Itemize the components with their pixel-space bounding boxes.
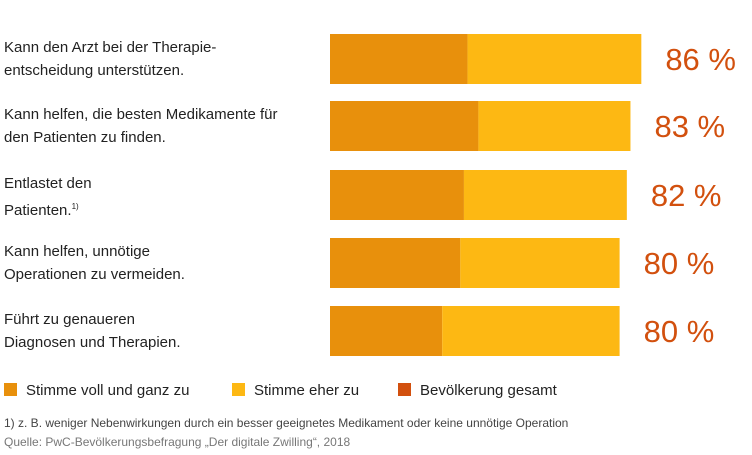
bar-segment [478, 101, 631, 151]
bar-segment [330, 34, 468, 84]
bar-segment [330, 306, 443, 356]
category-label: Kann helfen, die besten Medikamente für … [4, 103, 278, 149]
source: Quelle: PwC-Bevölkerungsbefragung „Der d… [4, 435, 351, 449]
legend-swatch [398, 383, 411, 396]
total-label: 82 % [651, 178, 722, 213]
footnote: 1) z. B. weniger Nebenwirkungen durch ei… [4, 416, 568, 430]
legend-label: Stimme eher zu [254, 382, 359, 399]
total-label: 80 % [644, 246, 715, 281]
legend-label: Stimme voll und ganz zu [26, 382, 189, 399]
category-text: Führt zu genaueren Diagnosen und Therapi… [4, 311, 181, 351]
category-text: Kann helfen, unnötige Operationen zu ver… [4, 243, 185, 283]
category-text: Kann helfen, die besten Medikamente für … [4, 106, 278, 146]
legend-swatch [4, 383, 17, 396]
total-label: 83 % [654, 109, 725, 144]
legend-swatch [232, 383, 245, 396]
total-label: 86 % [665, 42, 736, 77]
category-text: Entlastet den Patienten. [4, 175, 92, 219]
footnote-text: z. B. weniger Nebenwirkungen durch ein b… [18, 416, 569, 430]
bar-segment [442, 306, 620, 356]
category-label: Führt zu genaueren Diagnosen und Therapi… [4, 308, 181, 354]
bar-segment [330, 101, 479, 151]
footnote-ref: 1) [71, 202, 79, 211]
bar-segment [330, 238, 461, 288]
category-label: Entlastet den Patienten.1) [4, 172, 92, 222]
bar-segment [460, 238, 620, 288]
category-label: Kann den Arzt bei der Therapie- entschei… [4, 36, 216, 82]
footnote-marker: 1) [4, 416, 15, 430]
bar-segment [463, 170, 627, 220]
total-label: 80 % [644, 314, 715, 349]
bar-segment [467, 34, 642, 84]
bar-segment [330, 170, 464, 220]
category-label: Kann helfen, unnötige Operationen zu ver… [4, 240, 185, 286]
category-text: Kann den Arzt bei der Therapie- entschei… [4, 39, 217, 79]
legend-label: Bevölkerung gesamt [420, 382, 558, 399]
